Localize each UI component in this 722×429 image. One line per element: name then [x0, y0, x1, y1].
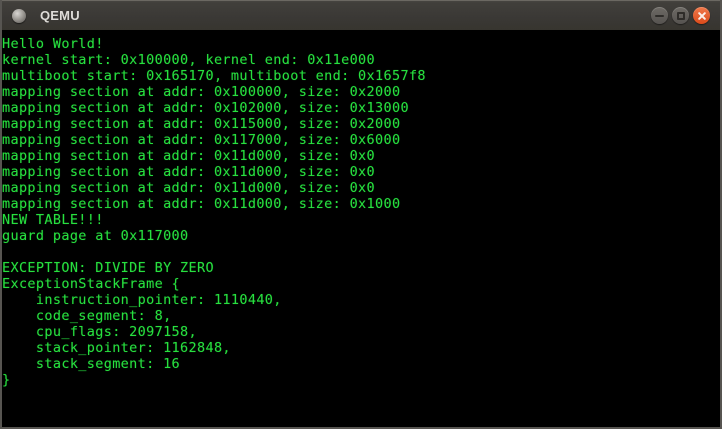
console-line: mapping section at addr: 0x117000, size:…: [2, 132, 401, 148]
minimize-button[interactable]: [651, 7, 668, 24]
console-line: Hello World!: [2, 36, 104, 52]
console-line: kernel start: 0x100000, kernel end: 0x11…: [2, 52, 376, 68]
console-line: stack_segment: 16: [2, 356, 181, 372]
maximize-icon: [676, 11, 685, 20]
qemu-app-icon: [12, 8, 26, 23]
console-line: mapping section at addr: 0x11d000, size:…: [2, 148, 376, 164]
window-title: QEMU: [40, 7, 80, 23]
console-line: cpu_flags: 2097158,: [2, 324, 197, 340]
console-line: multiboot start: 0x165170, multiboot end…: [2, 68, 426, 84]
console-line: instruction_pointer: 1110440,: [2, 292, 282, 308]
console-line: mapping section at addr: 0x11d000, size:…: [2, 180, 376, 196]
console-line: EXCEPTION: DIVIDE BY ZERO: [2, 260, 214, 276]
console-line: ExceptionStackFrame {: [2, 276, 181, 292]
minimize-icon: [655, 15, 664, 17]
console-line: NEW TABLE!!!: [2, 212, 104, 228]
console-line: [2, 244, 720, 260]
console-line: }: [2, 372, 11, 388]
close-button[interactable]: [693, 7, 710, 24]
window-titlebar[interactable]: QEMU: [2, 0, 720, 30]
console-line: mapping section at addr: 0x11d000, size:…: [2, 196, 401, 212]
console-line: mapping section at addr: 0x100000, size:…: [2, 84, 401, 100]
maximize-button[interactable]: [672, 7, 689, 24]
console-line: guard page at 0x117000: [2, 228, 189, 244]
console-output: Hello World! kernel start: 0x100000, kern…: [2, 36, 720, 388]
console-line: mapping section at addr: 0x11d000, size:…: [2, 164, 376, 180]
console-line: mapping section at addr: 0x115000, size:…: [2, 116, 401, 132]
window-controls: [651, 7, 714, 24]
console-line: code_segment: 8,: [2, 308, 172, 324]
console-line: mapping section at addr: 0x102000, size:…: [2, 100, 409, 116]
terminal-screen[interactable]: Hello World! kernel start: 0x100000, kern…: [2, 30, 720, 427]
console-line: stack_pointer: 1162848,: [2, 340, 231, 356]
